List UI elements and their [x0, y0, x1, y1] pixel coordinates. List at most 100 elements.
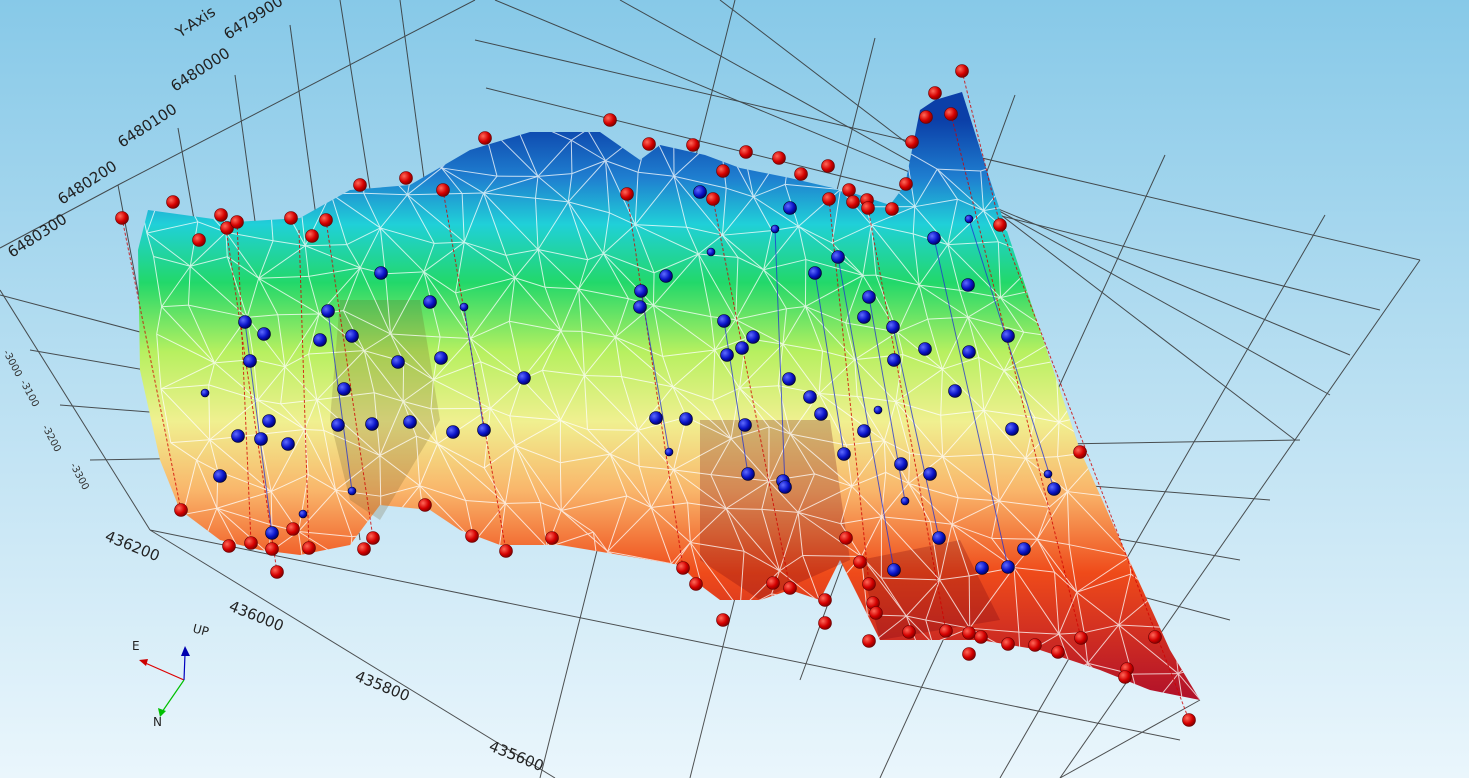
collar-marker: [357, 542, 371, 556]
collar-marker: [689, 577, 703, 591]
intersection-marker: [337, 382, 351, 396]
intersection-marker: [831, 250, 845, 264]
intersection-marker: [257, 327, 271, 341]
intersection-marker: [1043, 469, 1053, 479]
drill-trace: [723, 320, 749, 475]
intersection-marker: [391, 355, 405, 369]
intersection-marker: [837, 447, 851, 461]
intersection-marker: [254, 432, 268, 446]
collar-marker: [174, 503, 188, 517]
intersection-marker: [1047, 482, 1061, 496]
intersection-marker: [778, 480, 792, 494]
intersection-marker: [738, 418, 752, 432]
east-axis: [142, 661, 185, 681]
collar-marker: [885, 202, 899, 216]
intersection-marker: [887, 353, 901, 367]
intersection-marker: [423, 295, 437, 309]
orientation-gizmo[interactable]: E UP N: [132, 621, 210, 729]
drill-trace: [640, 290, 670, 453]
collar-marker: [1118, 670, 1132, 684]
intersection-marker: [862, 290, 876, 304]
collar-marker: [603, 113, 617, 127]
collar-marker: [286, 522, 300, 536]
collar-marker: [862, 634, 876, 648]
collar-marker: [772, 151, 786, 165]
collar-marker: [499, 544, 513, 558]
intersection-marker: [265, 526, 279, 540]
drill-trace: [463, 306, 485, 431]
intersection-marker: [365, 417, 379, 431]
north-label: N: [153, 715, 162, 729]
collar-marker: [465, 529, 479, 543]
drill-trace: [968, 218, 1055, 490]
intersection-marker: [459, 302, 469, 312]
collar-marker: [436, 183, 450, 197]
intersection-marker: [664, 447, 674, 457]
y-tick-label: 6480300: [4, 210, 70, 261]
drill-trace: [325, 219, 374, 539]
collar-marker: [818, 593, 832, 607]
collar-marker: [939, 624, 953, 638]
intersection-marker: [649, 411, 663, 425]
y-tick-label: 6479900: [220, 0, 286, 43]
drill-trace: [828, 198, 870, 585]
collar-marker: [676, 561, 690, 575]
collar-marker: [1074, 631, 1088, 645]
intersection-marker: [783, 201, 797, 215]
intersection-marker: [446, 425, 460, 439]
intersection-marker: [231, 429, 245, 443]
intersection-marker: [918, 342, 932, 356]
intersection-marker: [808, 266, 822, 280]
intersection-marker: [477, 423, 491, 437]
x-tick-label: 435600: [487, 737, 547, 775]
intersection-marker: [298, 509, 308, 519]
collar-marker: [1028, 638, 1042, 652]
intersection-marker: [200, 388, 210, 398]
collar-marker: [861, 201, 875, 215]
collar-marker: [478, 131, 492, 145]
collar-marker: [783, 581, 797, 595]
intersection-marker: [803, 390, 817, 404]
intersection-marker: [374, 266, 388, 280]
up-axis: [183, 653, 186, 681]
drill-trace: [712, 198, 791, 589]
collar-marker: [794, 167, 808, 181]
collar-marker: [270, 565, 284, 579]
intersection-marker: [782, 372, 796, 386]
collar-marker: [944, 107, 958, 121]
collar-marker: [353, 178, 367, 192]
intersection-marker: [923, 467, 937, 481]
north-arrow-icon: [158, 708, 166, 717]
up-arrow-icon: [181, 646, 190, 656]
intersection-marker: [746, 330, 760, 344]
collar-marker: [192, 233, 206, 247]
drill-trace: [442, 189, 507, 552]
intersection-marker: [720, 348, 734, 362]
collar-marker: [822, 192, 836, 206]
collar-marker: [302, 541, 316, 555]
intersection-marker: [857, 310, 871, 324]
drill-trace: [236, 221, 252, 544]
intersection-marker: [706, 247, 716, 257]
intersection-marker: [1001, 560, 1015, 574]
x-tick-label: 436000: [227, 597, 287, 635]
collar-marker: [905, 135, 919, 149]
intersection-marker: [347, 486, 357, 496]
intersection-marker: [281, 437, 295, 451]
collar-marker: [319, 213, 333, 227]
intersection-marker: [238, 315, 252, 329]
intersection-marker: [962, 345, 976, 359]
z-tick-label: -3000: [0, 348, 23, 379]
triangulated-surface[interactable]: [123, 91, 1262, 774]
drill-trace: [225, 227, 278, 573]
collar-marker: [739, 145, 753, 159]
x-axis-labels: 436200 436000 435800 435600: [103, 527, 547, 775]
collar-marker: [1001, 637, 1015, 651]
intersection-marker: [770, 224, 780, 234]
drill-trace: [298, 229, 310, 549]
collar-marker: [166, 195, 180, 209]
drill-trace: [837, 256, 895, 571]
intersection-marker: [633, 300, 647, 314]
collar-marker: [818, 616, 832, 630]
